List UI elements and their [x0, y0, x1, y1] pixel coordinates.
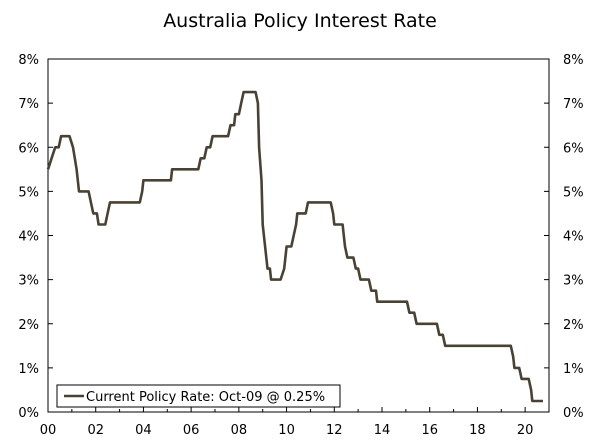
chart-title: Australia Policy Interest Rate	[163, 10, 437, 32]
series-line-policy-rate	[46, 90, 543, 403]
axes	[47, 58, 550, 413]
y-tick-label-left: 6%	[18, 141, 39, 156]
y-tick-label-right: 5%	[563, 185, 584, 200]
x-axis-ticks: 00 02 04 06 08 10 12 14 16 18 20	[40, 407, 550, 438]
y-tick-label-right: 6%	[563, 141, 584, 156]
y-tick-label-right: 7%	[563, 97, 584, 112]
y-tick-label-left: 5%	[18, 185, 39, 200]
y-axis-right-ticks: 0% 1% 2% 3% 4% 5% 6% 7% 8%	[544, 53, 584, 421]
y-axis-left-ticks: 0% 1% 2% 3% 4% 5% 6% 7% 8%	[18, 53, 53, 421]
y-tick-label-right: 1%	[563, 362, 584, 377]
y-tick-label-left: 0%	[18, 406, 39, 421]
x-tick-label: 00	[40, 423, 57, 438]
x-tick-label: 14	[374, 423, 391, 438]
y-tick-label-right: 0%	[563, 406, 584, 421]
y-tick-label-right: 8%	[563, 53, 584, 68]
legend: Current Policy Rate: Oct-09 @ 0.25%	[56, 384, 341, 408]
y-tick-label-right: 2%	[563, 318, 584, 333]
x-tick-label: 06	[183, 423, 200, 438]
x-tick-label: 04	[135, 423, 152, 438]
y-tick-label-left: 7%	[18, 97, 39, 112]
x-tick-label: 16	[421, 423, 438, 438]
y-tick-label-left: 8%	[18, 53, 39, 68]
y-tick-label-left: 1%	[18, 362, 39, 377]
y-tick-label-left: 3%	[18, 274, 39, 289]
x-tick-label: 20	[517, 423, 534, 438]
y-tick-label-left: 2%	[18, 318, 39, 333]
y-tick-label-right: 3%	[563, 274, 584, 289]
legend-label: Current Policy Rate: Oct-09 @ 0.25%	[86, 390, 325, 405]
plot-frame	[47, 58, 550, 413]
x-tick-label: 02	[87, 423, 104, 438]
x-tick-label: 18	[469, 423, 486, 438]
legend-box	[56, 384, 341, 408]
x-tick-label: 12	[326, 423, 343, 438]
x-tick-label: 10	[278, 423, 295, 438]
y-tick-label-left: 4%	[18, 230, 39, 245]
y-tick-label-right: 4%	[563, 230, 584, 245]
x-tick-label: 08	[231, 423, 248, 438]
